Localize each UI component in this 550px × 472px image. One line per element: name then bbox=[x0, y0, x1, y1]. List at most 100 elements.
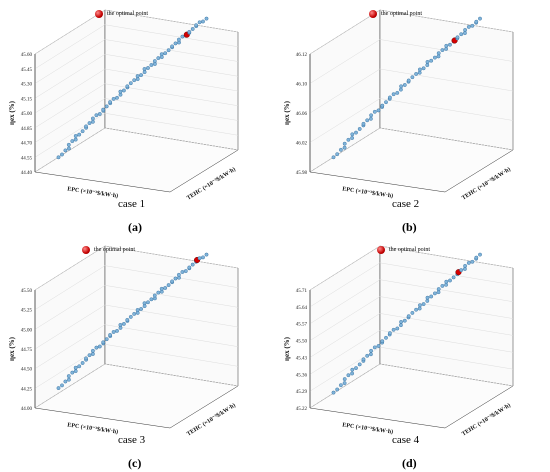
data-point bbox=[70, 370, 75, 375]
data-point bbox=[176, 37, 181, 42]
case-label: case 4 bbox=[392, 434, 420, 446]
data-point bbox=[399, 323, 403, 328]
grid-line bbox=[379, 68, 514, 92]
data-point bbox=[194, 23, 199, 28]
grid-line bbox=[309, 279, 381, 324]
z-tick-label: 45.25 bbox=[21, 309, 33, 314]
data-point bbox=[376, 108, 381, 113]
data-point bbox=[391, 92, 396, 97]
data-point bbox=[135, 308, 140, 312]
data-point bbox=[376, 344, 381, 348]
data-point bbox=[339, 147, 343, 152]
z-tick-label: 45.15 bbox=[21, 97, 33, 102]
data-point bbox=[128, 315, 133, 319]
data-point bbox=[118, 89, 123, 94]
data-point bbox=[421, 302, 426, 307]
z-tick-label: 45.98 bbox=[296, 171, 308, 176]
data-point bbox=[462, 31, 467, 35]
data-point bbox=[104, 337, 109, 342]
grid-line bbox=[34, 285, 106, 330]
data-point bbox=[146, 300, 150, 305]
grid-line bbox=[34, 39, 106, 84]
grid-line bbox=[104, 344, 239, 367]
data-point bbox=[142, 67, 147, 71]
data-point bbox=[395, 91, 400, 95]
z-tick-label: 44.55 bbox=[21, 156, 33, 161]
axes-box: 45.22 45.29 45.36 45.43 45.50 45.57 45.64 45.71… bbox=[283, 245, 514, 438]
data-point bbox=[346, 137, 351, 142]
data-point bbox=[444, 282, 449, 287]
data-point bbox=[346, 373, 351, 378]
data-point bbox=[361, 121, 366, 126]
grid-line bbox=[104, 127, 239, 151]
grid-line bbox=[34, 265, 106, 310]
data-point bbox=[94, 345, 99, 350]
grid-line bbox=[104, 24, 239, 47]
grid-line bbox=[309, 313, 381, 358]
data-point bbox=[149, 297, 154, 302]
data-point bbox=[399, 87, 403, 92]
grid-line bbox=[309, 9, 381, 55]
z-tick-label: 44.25 bbox=[21, 387, 33, 392]
data-point bbox=[406, 78, 411, 83]
data-point bbox=[417, 306, 422, 311]
data-point bbox=[152, 293, 157, 298]
grid-line bbox=[379, 98, 514, 121]
axes-box: 45.98 46.02 46.06 46.10 46.12 ηex (%) EPC (×10… bbox=[283, 9, 514, 202]
optimal-point-marker-icon bbox=[95, 10, 103, 18]
data-point bbox=[125, 318, 130, 322]
grid-line bbox=[34, 304, 106, 350]
data-point bbox=[67, 146, 71, 151]
data-point bbox=[108, 100, 113, 105]
data-point bbox=[125, 84, 130, 89]
grid-line bbox=[104, 68, 239, 92]
data-point bbox=[87, 353, 92, 358]
data-point bbox=[470, 259, 475, 264]
data-point bbox=[436, 290, 441, 295]
optimal-point-marker-icon bbox=[369, 10, 377, 18]
data-point bbox=[388, 331, 392, 336]
data-point bbox=[462, 267, 467, 271]
data-point bbox=[190, 27, 195, 31]
data-point bbox=[80, 361, 85, 365]
data-point bbox=[77, 364, 82, 369]
z-tick-label: 45.64 bbox=[296, 306, 308, 311]
scatter3d-c: 44.00 44.25 44.50 44.75 45.00 45.25 45.50 ηex (… bbox=[8, 245, 239, 438]
data-point bbox=[354, 366, 358, 371]
grid-line bbox=[34, 363, 106, 409]
data-point bbox=[201, 255, 205, 260]
data-point bbox=[372, 345, 377, 350]
subfigure-label: (c) bbox=[128, 456, 142, 470]
data-point bbox=[342, 141, 347, 146]
z-tick-label: 44.50 bbox=[21, 368, 33, 373]
data-point bbox=[84, 124, 88, 129]
data-point bbox=[369, 352, 373, 357]
data-point bbox=[115, 95, 119, 100]
data-series bbox=[331, 16, 482, 160]
data-point bbox=[56, 386, 61, 391]
data-point bbox=[204, 252, 209, 257]
data-series bbox=[56, 16, 209, 160]
subplot-d: 45.22 45.29 45.36 45.43 45.50 45.57 45.64 45.71… bbox=[275, 236, 550, 472]
x-axis-label: EPC (×10⁻³$/kW·h) bbox=[342, 185, 394, 199]
data-point bbox=[80, 129, 85, 134]
z-tick-label: 44.75 bbox=[21, 348, 33, 353]
grid-line bbox=[309, 363, 381, 409]
legend-b: the optimal point bbox=[369, 10, 422, 18]
data-point bbox=[432, 55, 437, 60]
z-axis-label: ηex (%) bbox=[283, 100, 291, 125]
data-point bbox=[204, 16, 209, 21]
data-point bbox=[197, 20, 202, 25]
legend-d: the optimal point bbox=[377, 246, 430, 254]
z-tick-label: 46.02 bbox=[296, 142, 308, 147]
data-point bbox=[399, 320, 404, 324]
grid-line bbox=[309, 68, 381, 114]
data-point bbox=[402, 318, 407, 323]
data-point bbox=[361, 357, 366, 362]
data-point bbox=[149, 63, 154, 67]
data-point bbox=[474, 255, 479, 260]
data-point bbox=[436, 287, 441, 291]
data-point bbox=[111, 330, 116, 334]
data-point bbox=[342, 381, 347, 386]
legend-label: the optimal point bbox=[107, 11, 148, 17]
